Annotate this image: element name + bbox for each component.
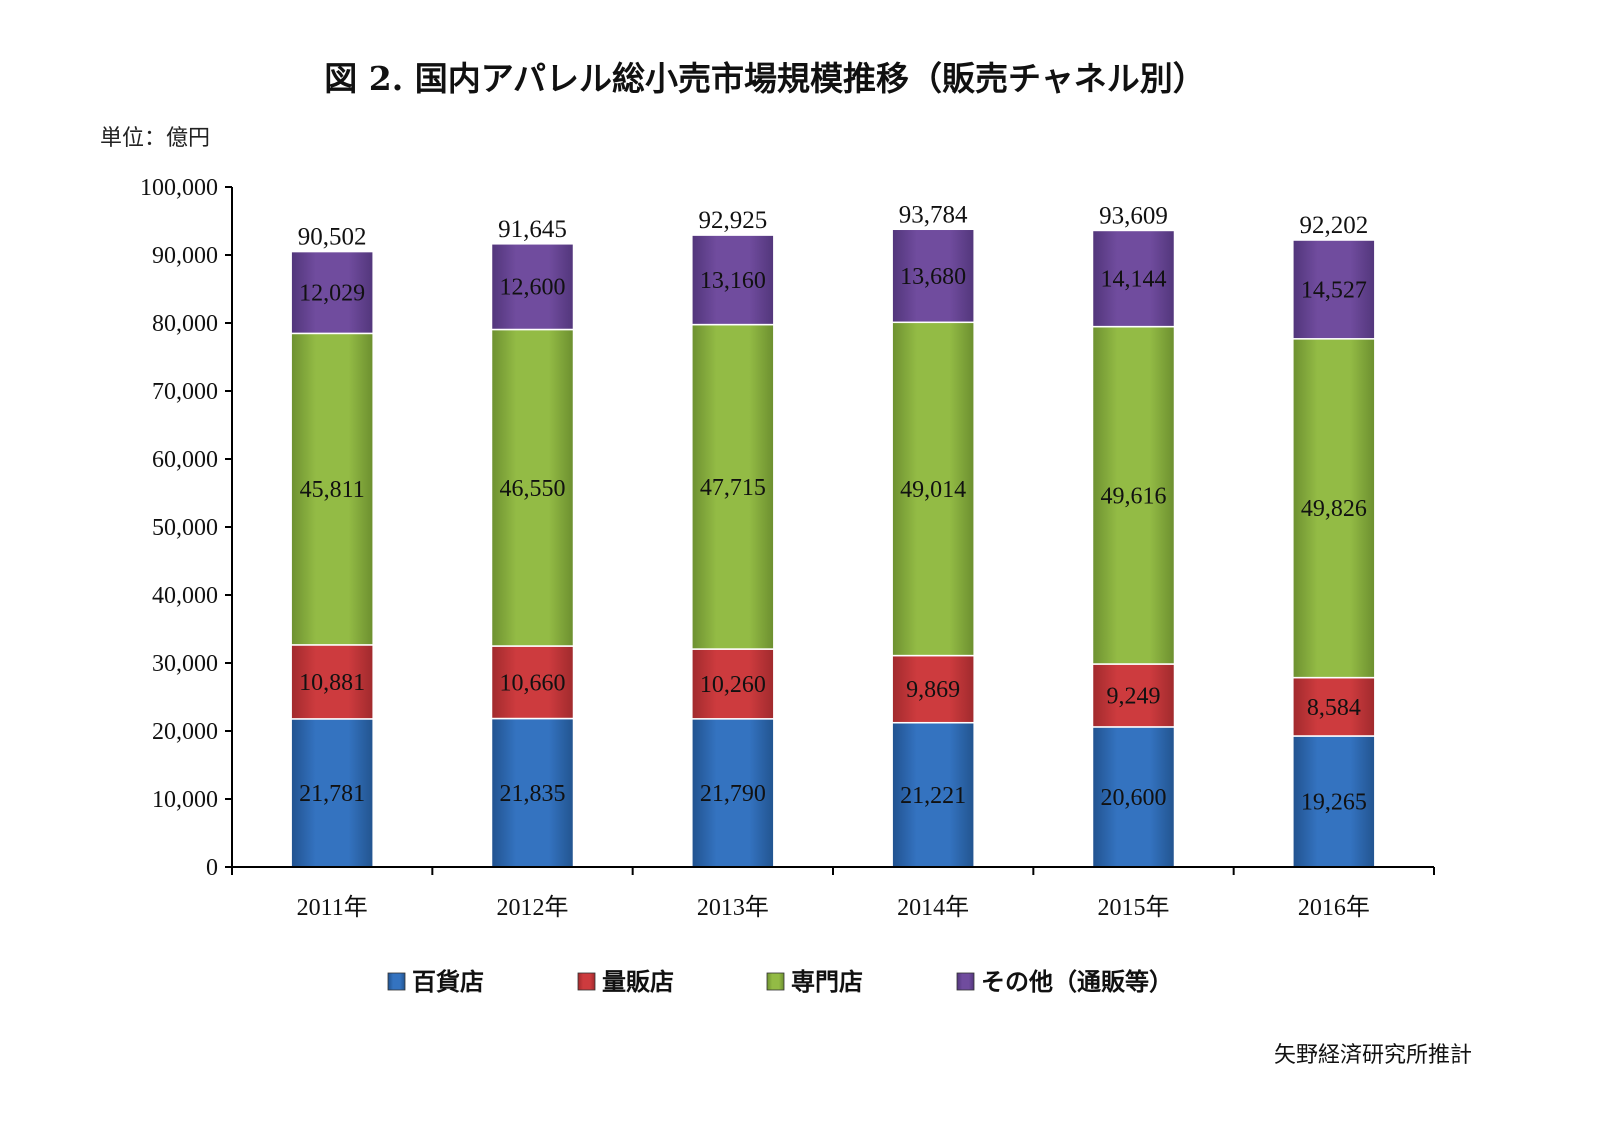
data-label: 49,826 <box>1301 496 1367 522</box>
legend-swatch <box>577 972 596 991</box>
bar-segment <box>1091 726 1176 868</box>
x-tick-label: 2011年 <box>297 894 368 921</box>
data-label: 45,811 <box>300 477 365 503</box>
bar-segment <box>1292 338 1376 679</box>
legend-label: 専門店 <box>791 968 863 996</box>
total-label: 93,609 <box>1099 202 1168 229</box>
bar-segment <box>1091 663 1176 728</box>
x-tick-label: 2012年 <box>497 894 569 921</box>
data-label: 13,680 <box>900 264 966 290</box>
data-label: 10,260 <box>700 672 766 698</box>
total-label: 92,202 <box>1299 212 1368 239</box>
data-label: 21,790 <box>700 781 766 807</box>
bar-segment <box>691 648 775 720</box>
data-label: 14,527 <box>1301 277 1367 303</box>
data-label: 20,600 <box>1101 785 1167 811</box>
y-tick-label: 50,000 <box>152 515 218 541</box>
bar-segment <box>490 328 575 647</box>
x-tick-label: 2016年 <box>1298 894 1370 921</box>
y-tick-label: 40,000 <box>152 583 218 609</box>
bar-segment <box>490 243 575 331</box>
data-label: 46,550 <box>500 476 566 502</box>
data-label: 14,144 <box>1101 267 1167 293</box>
total-label: 91,645 <box>498 216 567 243</box>
data-label: 19,265 <box>1301 789 1367 815</box>
total-label: 93,784 <box>899 201 968 228</box>
data-label: 9,869 <box>906 677 960 703</box>
x-tick-label: 2013年 <box>697 894 769 921</box>
data-label: 49,616 <box>1101 483 1167 509</box>
data-label: 21,221 <box>900 783 966 809</box>
bar-segment <box>891 228 975 324</box>
bar-segment <box>891 654 975 724</box>
data-label: 9,249 <box>1107 683 1161 709</box>
x-tick-label: 2014年 <box>897 894 969 921</box>
bar-segment <box>1292 239 1376 340</box>
legend-label: その他（通販等） <box>981 968 1173 996</box>
data-label: 12,029 <box>299 280 365 306</box>
data-label: 21,835 <box>500 781 566 807</box>
y-tick-label: 30,000 <box>152 651 218 677</box>
legend-label: 量販店 <box>602 968 674 996</box>
bar-segment <box>691 234 775 326</box>
legend: 百貨店 量販店 専門店 その他（通販等） <box>387 968 1173 996</box>
y-tick-label: 20,000 <box>152 719 218 745</box>
bar-segment <box>691 323 775 650</box>
bar-segment <box>1091 229 1176 328</box>
x-tick-label: 2015年 <box>1098 894 1170 921</box>
data-label: 10,660 <box>500 670 566 696</box>
data-label: 10,881 <box>299 670 365 696</box>
data-label: 8,584 <box>1307 695 1361 721</box>
bars-group: 21,781 10,881 45,811 12,029 90,502 21,835 10,6… <box>290 201 1376 868</box>
legend-swatch <box>766 972 785 991</box>
source-note: 矢野経済研究所推計 <box>1274 1043 1472 1068</box>
legend-label: 百貨店 <box>412 968 484 996</box>
x-axis: 2011年 2012年 2013年 2014年 2015年 2016年 <box>231 866 1435 921</box>
legend-swatch <box>956 972 975 991</box>
data-label: 12,600 <box>500 275 566 301</box>
y-tick-label: 100,000 <box>140 175 218 201</box>
bar-segment <box>1091 325 1176 665</box>
total-label: 92,925 <box>698 207 767 234</box>
y-axis: 0 10,000 20,000 30,000 40,000 50,000 60,000 70,… <box>140 175 233 881</box>
data-label: 13,160 <box>700 268 766 294</box>
total-label: 90,502 <box>298 224 367 251</box>
data-label: 21,781 <box>299 781 365 807</box>
bar-segment <box>490 645 575 720</box>
chart-title: 図 2. 国内アパレル総小売市場規模推移（販売チャネル別） <box>324 59 1205 98</box>
y-tick-label: 0 <box>206 855 218 881</box>
bar-segment <box>891 321 975 657</box>
bar-segment <box>290 718 374 868</box>
bar-segment <box>290 250 374 335</box>
y-tick-label: 70,000 <box>152 379 218 405</box>
y-tick-label: 60,000 <box>152 447 218 473</box>
legend-swatch <box>387 972 406 991</box>
y-tick-label: 80,000 <box>152 311 218 337</box>
y-tick-label: 90,000 <box>152 243 218 269</box>
unit-label: 単位：億円 <box>100 126 210 151</box>
data-label: 47,715 <box>700 475 766 501</box>
y-tick-label: 10,000 <box>152 787 218 813</box>
data-label: 49,014 <box>900 477 966 503</box>
bar-segment <box>1292 676 1376 737</box>
